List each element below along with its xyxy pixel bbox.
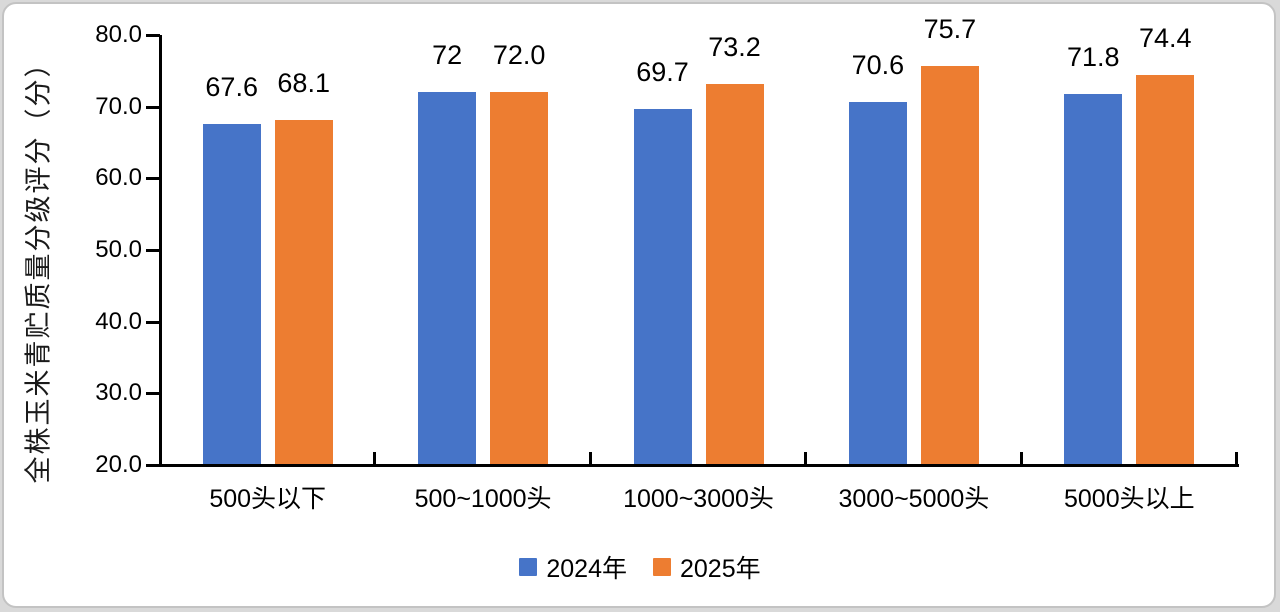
- y-tick: [146, 249, 160, 252]
- y-tick-label: 70.0: [95, 92, 142, 120]
- legend: 2024年 2025年: [0, 549, 1280, 585]
- x-axis-line: [159, 464, 1239, 467]
- x-category-label: 5000头以上: [1063, 485, 1195, 513]
- legend-entry-2025: 2025年: [653, 549, 761, 585]
- y-tick: [146, 105, 160, 109]
- bar-2025年-500头以下: [274, 120, 333, 465]
- bar-value-label: 74.4: [1139, 23, 1192, 54]
- bar-2024年-5000头以上: [1064, 93, 1123, 465]
- legend-label-2025: 2025年: [680, 555, 761, 583]
- y-tick: [146, 34, 160, 37]
- y-tick-label: 50.0: [95, 236, 142, 263]
- y-axis-line: [159, 35, 162, 467]
- y-tick-label: 80.0: [95, 21, 142, 48]
- bar-value-label: 72.0: [492, 40, 546, 71]
- bar-value-label: 68.1: [277, 68, 330, 99]
- bar-2024年-500头以下: [202, 123, 261, 465]
- bar-2025年-1000~3000头: [705, 83, 764, 465]
- y-axis-title: 全株玉米青贮质量分级评分（分）: [23, 48, 54, 484]
- x-category-label: 3000~5000头: [838, 485, 990, 513]
- x-category-label: 500头以下: [209, 485, 327, 513]
- bar-value-label: 69.7: [636, 56, 689, 87]
- x-boundary-tick: [373, 452, 377, 465]
- legend-label-2024: 2024年: [546, 555, 627, 583]
- x-category-label: 500~1000头: [414, 485, 552, 513]
- legend-entry-2024: 2024年: [519, 549, 627, 585]
- y-tick-label: 30.0: [95, 379, 142, 407]
- bar-2025年-500~1000头: [490, 92, 549, 465]
- bar-2024年-500~1000头: [418, 92, 477, 465]
- y-tick-label: 20.0: [95, 451, 142, 478]
- bar-value-label: 75.7: [923, 13, 977, 44]
- y-tick: [146, 464, 160, 467]
- bar-2024年-1000~3000头: [633, 108, 692, 465]
- y-tick: [146, 320, 160, 324]
- bar-value-label: 71.8: [1067, 41, 1120, 72]
- legend-swatch-2025: [653, 558, 671, 576]
- bar-2025年-5000头以上: [1136, 75, 1195, 465]
- y-tick: [146, 177, 160, 181]
- bar-value-label: 73.2: [708, 31, 761, 62]
- bar-2025年-3000~5000头: [920, 65, 979, 465]
- bar-value-label: 70.6: [851, 50, 905, 81]
- x-boundary-tick: [588, 452, 592, 465]
- bar-value-label: 67.6: [205, 71, 258, 102]
- legend-swatch-2024: [519, 558, 538, 576]
- x-boundary-tick: [804, 452, 808, 465]
- bar-value-label: 72: [432, 40, 463, 71]
- x-category-label: 1000~3000头: [623, 485, 774, 513]
- bar-2024年-3000~5000头: [848, 102, 907, 465]
- x-boundary-tick: [1235, 452, 1238, 465]
- y-tick: [146, 392, 160, 396]
- x-boundary-tick: [1019, 452, 1023, 465]
- y-tick-label: 60.0: [95, 164, 142, 192]
- y-tick-label: 40.0: [95, 307, 142, 335]
